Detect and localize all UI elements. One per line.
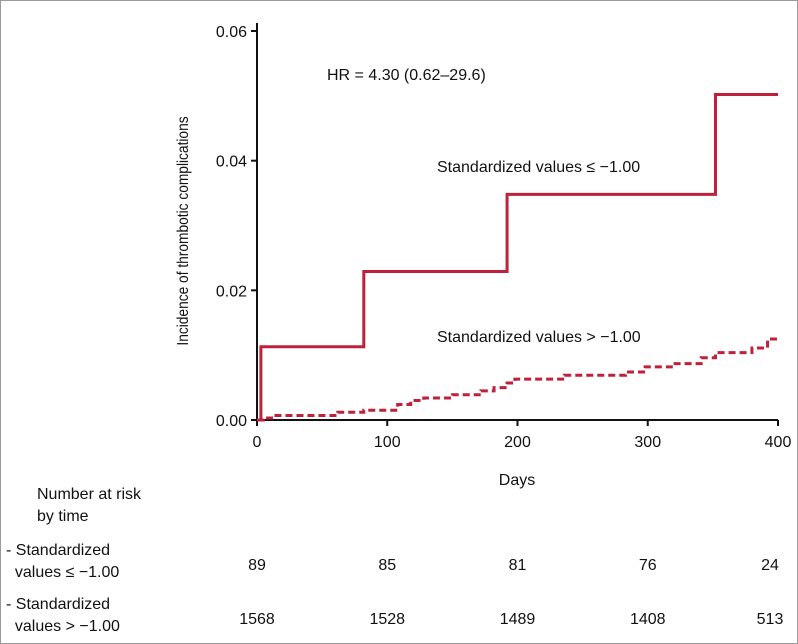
y-tick-label: 0.02 xyxy=(216,283,247,300)
series-layer xyxy=(257,93,778,422)
series-line-low xyxy=(257,93,778,422)
x-tick-label: 0 xyxy=(253,434,262,451)
risk-count: 1568 xyxy=(239,611,275,628)
risk-row-label-low: - Standardized values ≤ −1.00 xyxy=(6,542,120,581)
risk-count: 89 xyxy=(248,557,266,574)
y-axis-title: Incidence of thrombotic complications xyxy=(174,116,192,345)
y-tick-label: 0.04 xyxy=(216,154,247,171)
y-tick-label: 0.00 xyxy=(216,413,247,430)
x-axis-title: Days xyxy=(499,472,535,489)
risk-count: 24 xyxy=(761,557,779,574)
x-tick-label: 200 xyxy=(504,434,531,451)
hazard-ratio-annotation: HR = 4.30 (0.62–29.6) xyxy=(327,67,486,84)
risk-table-header: Number at risk by time xyxy=(37,486,142,525)
x-tick-label: 100 xyxy=(374,434,401,451)
risk-count: 1489 xyxy=(499,611,536,628)
x-tick-label: 400 xyxy=(765,434,792,451)
risk-count: 81 xyxy=(508,557,527,574)
risk-row-label-high: - Standardized values > −1.00 xyxy=(6,596,120,635)
risk-count: 85 xyxy=(378,557,397,574)
axes: 0.00 0.02 0.04 0.06 0 100 200 300 400 xyxy=(216,23,792,451)
series-label-low: Standardized values ≤ −1.00 xyxy=(437,159,640,176)
risk-count: 1408 xyxy=(629,611,666,628)
series-line-high xyxy=(257,337,778,422)
y-tick-label: 0.06 xyxy=(216,24,247,41)
risk-count: 1528 xyxy=(369,611,406,628)
series-label-high: Standardized values > −1.00 xyxy=(437,329,641,346)
risk-count: 513 xyxy=(756,611,784,628)
risk-count: 76 xyxy=(638,557,657,574)
km-chart: 0.00 0.02 0.04 0.06 0 100 200 300 400 Incidence … xyxy=(174,23,792,489)
x-tick-label: 300 xyxy=(634,434,661,451)
